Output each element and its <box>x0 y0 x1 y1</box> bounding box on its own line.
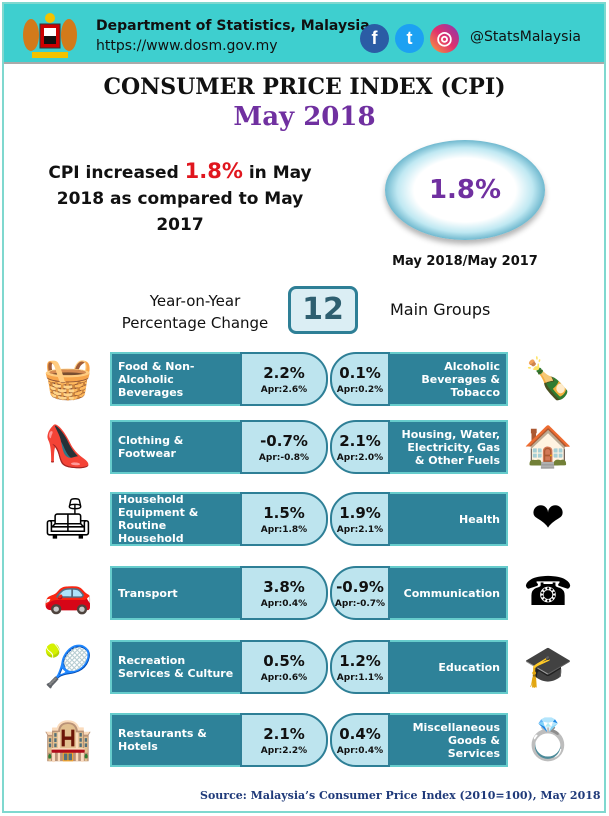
group-count: 12 <box>288 286 358 334</box>
group-value-box: 2.1% Apr:2.2% <box>240 713 328 767</box>
group-label: Furnishings, Household Equipment & Routi… <box>110 480 242 558</box>
group-april-value: Apr:0.4% <box>260 599 308 609</box>
group-row: 🎾 Recreation Services & Culture 0.5% Apr:0.… <box>0 640 609 694</box>
group-value-box: -0.9% Apr:-0.7% <box>330 566 390 620</box>
group-label: Education <box>388 640 508 694</box>
group-row: 🧺 Food & Non-Alcoholic Beverages 2.2% Apr:2… <box>0 352 609 406</box>
group-value: 3.8% <box>263 578 305 596</box>
group-value-box: 1.2% Apr:1.1% <box>330 640 390 694</box>
group-value: 1.5% <box>263 504 305 522</box>
group-row: 🍾 Alcoholic Beverages & Tobacco 0.1% Apr:0.… <box>0 352 609 406</box>
facebook-icon[interactable]: f <box>360 24 389 53</box>
group-value-box: 1.5% Apr:1.8% <box>240 492 328 546</box>
group-april-value: Apr:0.2% <box>336 385 384 395</box>
group-april-value: Apr:2.2% <box>260 746 308 756</box>
graduation-books-icon: 🎓 <box>523 643 573 690</box>
group-value: 1.2% <box>339 652 381 670</box>
group-value: 0.1% <box>339 364 381 382</box>
social-handle: @StatsMalaysia <box>470 29 581 45</box>
group-april-value: Apr:0.6% <box>260 673 308 683</box>
group-april-value: Apr:-0.7% <box>334 599 386 609</box>
jewellery-icon: 💍 <box>523 716 573 763</box>
group-value: 2.1% <box>339 432 381 450</box>
group-value-box: -0.7% Apr:-0.8% <box>240 420 328 474</box>
hotel-icon: 🏨 <box>43 716 93 763</box>
group-value-box: 1.9% Apr:2.1% <box>330 492 390 546</box>
group-value-box: 3.8% Apr:0.4% <box>240 566 328 620</box>
page-title: CONSUMER PRICE INDEX (CPI) <box>103 74 506 100</box>
group-value-box: 0.5% Apr:0.6% <box>240 640 328 694</box>
group-row: 👠 Clothing & Footwear -0.7% Apr:-0.8% <box>0 420 609 474</box>
headline-period: May 2018/May 2017 <box>392 254 538 269</box>
group-label: Alcoholic Beverages & Tobacco <box>388 352 508 406</box>
group-row: ❤ Health 1.9% Apr:2.1% <box>0 492 609 546</box>
source-note: Source: Malaysia’s Consumer Price Index … <box>200 789 601 802</box>
coat-of-arms-logo <box>23 13 77 58</box>
group-label: Communication <box>388 566 508 620</box>
summary-text: CPI increased 1.8% in May 2018 as compar… <box>40 158 320 238</box>
heart-icon: ❤ <box>531 495 565 541</box>
group-row: 🎓 Education 1.2% Apr:1.1% <box>0 640 609 694</box>
headline-value: 1.8% <box>428 175 502 205</box>
group-value-box: 2.1% Apr:2.0% <box>330 420 390 474</box>
page-subtitle: May 2018 <box>233 102 376 132</box>
summary-suffix: in May 2018 as compared to May 2017 <box>56 163 312 235</box>
group-row: 🏠 Housing, Water, Electricity, Gas & Othe… <box>0 420 609 474</box>
group-value: 2.2% <box>263 364 305 382</box>
group-value: 2.1% <box>263 725 305 743</box>
website-link[interactable]: https://www.dosm.gov.my <box>96 38 278 54</box>
group-april-value: Apr:1.1% <box>336 673 384 683</box>
telephone-icon: ☎ <box>523 569 573 615</box>
group-label: Housing, Water, Electricity, Gas & Other… <box>388 420 508 474</box>
main-groups-label: Main Groups <box>390 300 491 319</box>
group-value-box: 0.1% Apr:0.2% <box>330 352 390 406</box>
group-value: 0.4% <box>339 725 381 743</box>
department-name: Department of Statistics, Malaysia <box>96 18 370 34</box>
group-april-value: Apr:1.8% <box>260 525 308 535</box>
headline-badge: 1.8% <box>385 140 545 240</box>
group-row: 💍 Miscellaneous Goods & Services 0.4% Apr:0… <box>0 713 609 767</box>
group-label: Health <box>388 492 508 546</box>
header-bar: Department of Statistics, Malaysia https… <box>4 4 604 64</box>
group-label: Food & Non-Alcoholic Beverages <box>110 352 242 406</box>
twitter-icon[interactable]: t <box>395 24 424 53</box>
car-fuel-icon: 🚗 <box>43 569 93 616</box>
group-label: Transport <box>110 566 242 620</box>
group-april-value: Apr:2.0% <box>336 453 384 463</box>
food-basket-icon: 🧺 <box>43 355 93 402</box>
summary-value: 1.8% <box>184 159 243 183</box>
group-value: 1.9% <box>339 504 381 522</box>
bottle-cigarette-icon: 🍾 <box>523 355 573 402</box>
group-value: -0.7% <box>260 432 308 450</box>
group-row: 🛋 Furnishings, Household Equipment & Rout… <box>0 480 609 558</box>
group-april-value: Apr:-0.8% <box>258 453 310 463</box>
group-value-box: 2.2% Apr:2.6% <box>240 352 328 406</box>
group-label: Miscellaneous Goods & Services <box>388 713 508 767</box>
yoy-label: Year-on-Year Percentage Change <box>121 292 269 332</box>
group-value-box: 0.4% Apr:0.4% <box>330 713 390 767</box>
group-april-value: Apr:0.4% <box>336 746 384 756</box>
group-april-value: Apr:2.1% <box>336 525 384 535</box>
shoes-bag-icon: 👠 <box>43 423 93 470</box>
sports-icon: 🎾 <box>43 643 93 690</box>
instagram-icon[interactable]: ◎ <box>430 24 459 53</box>
group-label: Recreation Services & Culture <box>110 640 242 694</box>
summary-prefix: CPI increased <box>48 163 185 183</box>
group-april-value: Apr:2.6% <box>260 385 308 395</box>
group-value: -0.9% <box>336 578 384 596</box>
group-value: 0.5% <box>263 652 305 670</box>
group-label: Clothing & Footwear <box>110 420 242 474</box>
sofa-icon: 🛋 <box>42 495 94 542</box>
house-icon: 🏠 <box>523 423 573 470</box>
group-row: 🏨 Restaurants & Hotels 2.1% Apr:2.2% <box>0 713 609 767</box>
group-row: ☎ Communication -0.9% Apr:-0.7% <box>0 566 609 620</box>
group-row: 🚗 Transport 3.8% Apr:0.4% <box>0 566 609 620</box>
